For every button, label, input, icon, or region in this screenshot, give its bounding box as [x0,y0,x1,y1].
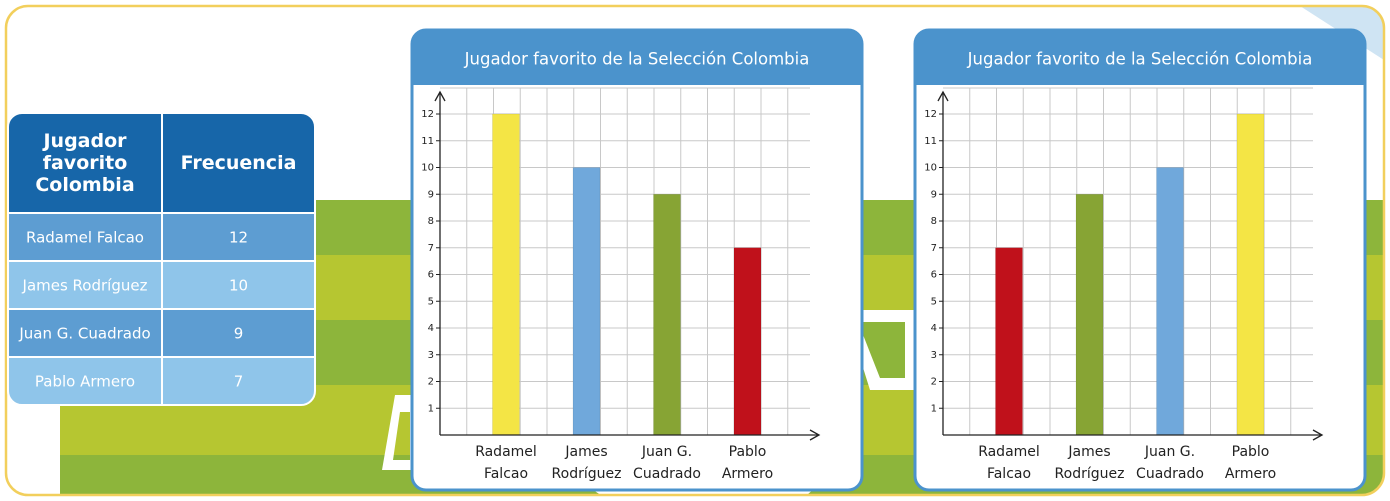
table-cell: Radamel Falcao [26,229,144,247]
bar [492,113,520,436]
y-tick-label: 9 [931,189,937,200]
y-tick-label: 1 [931,403,937,414]
chart-panel [913,28,1367,492]
y-tick-label: 12 [421,109,434,120]
y-tick-label: 2 [931,377,937,388]
x-tick-label: Juan G. Cuadrado [633,444,701,482]
table-header-cell: Frecuencia [181,152,297,174]
chart-title: Jugador favorito de la Selección Colombi… [464,50,810,69]
table-cell: 10 [229,277,248,295]
x-tick-label: James Rodríguez [1055,444,1125,482]
table-cell: 12 [229,229,248,247]
y-tick-label: 3 [428,350,434,361]
table-cell: Pablo Armero [35,373,135,391]
y-tick-label: 3 [931,350,937,361]
bar [1156,167,1184,436]
y-tick-label: 1 [428,403,434,414]
table-cell: 9 [234,325,244,343]
x-tick-label: Pablo Armero [1225,444,1276,482]
bar [1075,194,1104,436]
y-axis-arrow [937,90,949,102]
y-tick-label: 10 [421,163,434,174]
y-tick-label: 11 [421,136,434,147]
card-border [4,4,1386,497]
chart-header [412,30,862,85]
table-cell: Juan G. Cuadrado [18,325,150,343]
bar [653,194,681,436]
chart-panel [410,28,864,492]
y-tick-label: 6 [931,270,937,281]
x-tick-label: Juan G. Cuadrado [1136,444,1204,482]
y-axis-arrow [434,90,446,102]
table-header-cell: Jugador favorito Colombia [35,130,134,196]
y-tick-label: 12 [924,109,937,120]
y-tick-label: 6 [428,270,434,281]
y-tick-label: 7 [931,243,937,254]
bar [733,247,762,436]
table-border [7,112,316,406]
x-tick-label: Radamel Falcao [978,444,1040,482]
y-tick-label: 2 [428,377,434,388]
y-tick-label: 4 [428,323,434,334]
y-tick-label: 11 [924,136,937,147]
y-tick-label: 8 [931,216,937,227]
chart-header [915,30,1365,85]
table-cell: James Rodríguez [22,277,148,295]
y-tick-label: 7 [428,243,434,254]
x-tick-label: Radamel Falcao [475,444,537,482]
x-tick-label: Pablo Armero [722,444,773,482]
x-tick-label: James Rodríguez [552,444,622,482]
y-tick-label: 10 [924,163,937,174]
y-tick-label: 5 [428,296,434,307]
chart-title: Jugador favorito de la Selección Colombi… [967,50,1313,69]
y-tick-label: 9 [428,189,434,200]
bar [995,247,1023,436]
y-tick-label: 8 [428,216,434,227]
y-tick-label: 5 [931,296,937,307]
x-axis-arrow [809,429,821,441]
x-axis-arrow [1312,429,1324,441]
bar [572,167,601,436]
table-cell: 7 [234,373,244,391]
bar [1236,113,1265,436]
y-tick-label: 4 [931,323,937,334]
